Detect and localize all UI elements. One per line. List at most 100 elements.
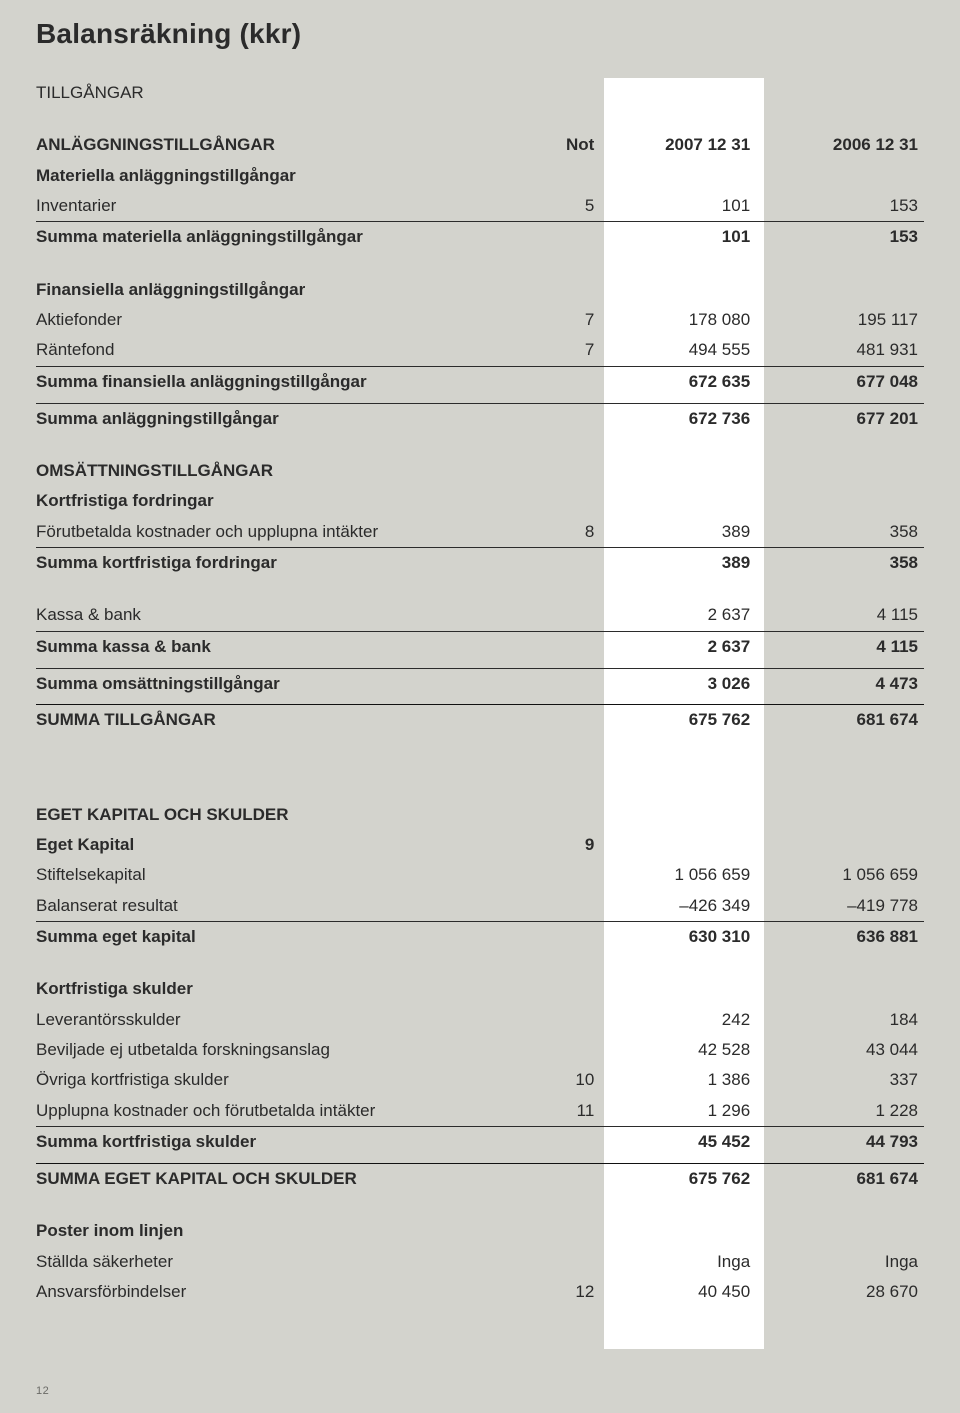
cell-label: Kortfristiga skulder: [36, 974, 516, 1004]
cell-note: 7: [516, 335, 605, 366]
balance-sheet-page: Balansräkning (kkr) TILLGÅNGAR ANLÄGGNIN…: [0, 0, 960, 1413]
cell-2007: 2007 12 31: [604, 130, 764, 160]
row-lev: Leverantörsskulder 242 184: [36, 1005, 924, 1035]
cell-label: Kassa & bank: [36, 600, 516, 631]
cell-label: Övriga kortfristiga skulder: [36, 1065, 516, 1095]
cell-label: Materiella anläggningstillgångar: [36, 161, 516, 191]
cell-label: SUMMA TILLGÅNGAR: [36, 705, 516, 736]
cell-2006: 4 473: [764, 668, 924, 699]
cell-2006: 184: [764, 1005, 924, 1035]
cell-2006: 681 674: [764, 1163, 924, 1194]
cell-2007: 1 386: [604, 1065, 764, 1095]
cell-2007: 1 296: [604, 1096, 764, 1127]
page-title: Balansräkning (kkr): [36, 18, 924, 50]
cell-note: Not: [516, 130, 605, 160]
cell-2006: 153: [764, 222, 924, 253]
cell-label: Förutbetalda kostnader och upplupna intä…: [36, 517, 516, 548]
row-summa-ek: Summa eget kapital 630 310 636 881: [36, 922, 924, 953]
cell-2007: 675 762: [604, 705, 764, 736]
cell-2006: 636 881: [764, 922, 924, 953]
cell-2007: 1 056 659: [604, 860, 764, 890]
cell-note: 8: [516, 517, 605, 548]
cell-label: Upplupna kostnader och förutbetalda intä…: [36, 1096, 516, 1127]
row-summa-materiella: Summa materiella anläggningstillgångar 1…: [36, 222, 924, 253]
cell-label: Finansiella anläggningstillgångar: [36, 275, 516, 305]
page-number: 12: [36, 1385, 49, 1397]
cell-note: 11: [516, 1096, 605, 1127]
row-summa-kf: Summa kortfristiga fordringar 389 358: [36, 547, 924, 578]
cell-2007: 389: [604, 547, 764, 578]
cell-2006: 681 674: [764, 705, 924, 736]
cell-label: Summa finansiella anläggningstillgångar: [36, 366, 516, 397]
row-ks-header: Kortfristiga skulder: [36, 974, 924, 1004]
cell-2006: 2006 12 31: [764, 130, 924, 160]
row-kf-header: Kortfristiga fordringar: [36, 486, 924, 516]
cell-2006: 677 201: [764, 403, 924, 434]
row-summa-ek-skulder: SUMMA EGET KAPITAL OCH SKULDER 675 762 6…: [36, 1163, 924, 1194]
cell-2006: –419 778: [764, 891, 924, 922]
cell-note: [516, 78, 605, 108]
row-ovr: Övriga kortfristiga skulder 10 1 386 337: [36, 1065, 924, 1095]
cell-2007: 2 637: [604, 631, 764, 662]
cell-label: Räntefond: [36, 335, 516, 366]
cell-label: Inventarier: [36, 191, 516, 222]
cell-2007: 42 528: [604, 1035, 764, 1065]
row-uppl: Upplupna kostnader och förutbetalda intä…: [36, 1096, 924, 1127]
row-sakerheter: Ställda säkerheter Inga Inga: [36, 1247, 924, 1277]
cell-label: Summa kassa & bank: [36, 631, 516, 662]
cell-2006: 358: [764, 517, 924, 548]
row-inventarier: Inventarier 5 101 153: [36, 191, 924, 222]
cell-2007: 3 026: [604, 668, 764, 699]
cell-note: 10: [516, 1065, 605, 1095]
cell-2007: [604, 78, 764, 108]
cell-2006: 44 793: [764, 1127, 924, 1158]
row-summa-finansiella: Summa finansiella anläggningstillgångar …: [36, 366, 924, 397]
cell-2006: 43 044: [764, 1035, 924, 1065]
cell-2007: –426 349: [604, 891, 764, 922]
row-ek-header: Eget Kapital 9: [36, 830, 924, 860]
cell-2007: Inga: [604, 1247, 764, 1277]
cell-label: Eget Kapital: [36, 830, 516, 860]
row-balanserat-resultat: Balanserat resultat –426 349 –419 778: [36, 891, 924, 922]
cell-2007: 242: [604, 1005, 764, 1035]
row-summa-tillgangar: SUMMA TILLGÅNGAR 675 762 681 674: [36, 705, 924, 736]
cell-label: Kortfristiga fordringar: [36, 486, 516, 516]
cell-2006: [764, 78, 924, 108]
cell-2006: 4 115: [764, 631, 924, 662]
cell-label: Aktiefonder: [36, 305, 516, 335]
cell-2006: 28 670: [764, 1277, 924, 1307]
cell-2007: 178 080: [604, 305, 764, 335]
cell-label: Leverantörsskulder: [36, 1005, 516, 1035]
cell-2007: 45 452: [604, 1127, 764, 1158]
cell-2006: 481 931: [764, 335, 924, 366]
row-ansvar: Ansvarsförbindelser 12 40 450 28 670: [36, 1277, 924, 1307]
cell-2006: 195 117: [764, 305, 924, 335]
row-summa-anlaggning: Summa anläggningstillgångar 672 736 677 …: [36, 403, 924, 434]
cell-label: Poster inom linjen: [36, 1216, 516, 1246]
row-summa-ks: Summa kortfristiga skulder 45 452 44 793: [36, 1127, 924, 1158]
cell-note: 9: [516, 830, 605, 860]
cell-2007: 101: [604, 191, 764, 222]
cell-2007: 494 555: [604, 335, 764, 366]
cell-label: TILLGÅNGAR: [36, 78, 516, 108]
cell-label: Summa anläggningstillgångar: [36, 403, 516, 434]
row-anlaggning-header: ANLÄGGNINGSTILLGÅNGAR Not 2007 12 31 200…: [36, 130, 924, 160]
cell-label: Ansvarsförbindelser: [36, 1277, 516, 1307]
row-tillgangar-header: TILLGÅNGAR: [36, 78, 924, 108]
cell-label: Beviljade ej utbetalda forskningsanslag: [36, 1035, 516, 1065]
cell-2007: 672 635: [604, 366, 764, 397]
row-forutbetalda: Förutbetalda kostnader och upplupna intä…: [36, 517, 924, 548]
row-rantefond: Räntefond 7 494 555 481 931: [36, 335, 924, 366]
cell-2007: 40 450: [604, 1277, 764, 1307]
cell-label: Summa kortfristiga fordringar: [36, 547, 516, 578]
cell-label: SUMMA EGET KAPITAL OCH SKULDER: [36, 1163, 516, 1194]
cell-label: EGET KAPITAL OCH SKULDER: [36, 800, 516, 830]
row-poster-header: Poster inom linjen: [36, 1216, 924, 1246]
cell-label: Stiftelsekapital: [36, 860, 516, 890]
row-kassa: Kassa & bank 2 637 4 115: [36, 600, 924, 631]
cell-label: Summa omsättningstillgångar: [36, 668, 516, 699]
cell-2006: 677 048: [764, 366, 924, 397]
row-summa-kassa: Summa kassa & bank 2 637 4 115: [36, 631, 924, 662]
cell-2007: 675 762: [604, 1163, 764, 1194]
cell-note: 7: [516, 305, 605, 335]
